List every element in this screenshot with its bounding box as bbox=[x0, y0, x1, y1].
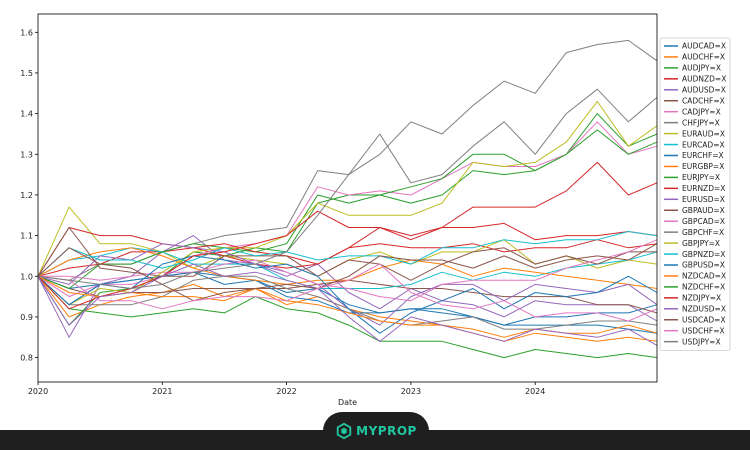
series-line-nzdchf bbox=[37, 275, 658, 359]
series-line-euraud bbox=[37, 206, 658, 277]
legend-label: AUDNZD=X bbox=[682, 75, 726, 84]
series-line-eurchf bbox=[37, 271, 658, 334]
y-tick-label: 0.9 bbox=[20, 313, 33, 322]
x-tick-label: 2024 bbox=[525, 387, 545, 396]
y-tick-label: 1.6 bbox=[20, 28, 33, 37]
series-line-usdjpy bbox=[37, 88, 658, 289]
series-line-audnzd bbox=[37, 239, 658, 277]
legend-label: CADCHF=X bbox=[682, 96, 725, 105]
series-line-usdchf bbox=[37, 263, 658, 322]
series-line-gbpjpy bbox=[37, 100, 658, 306]
legend-label: CHFJPY=X bbox=[682, 118, 720, 127]
x-tick-label: 2022 bbox=[276, 387, 296, 396]
legend-label: NZDCAD=X bbox=[682, 272, 726, 281]
series-line-gbpusd bbox=[37, 255, 658, 334]
legend-label: GBPAUD=X bbox=[682, 206, 725, 215]
x-axis-title: Date bbox=[338, 398, 357, 407]
legend-label: GBPNZD=X bbox=[682, 250, 725, 259]
myprop-logo-icon bbox=[336, 422, 352, 440]
legend-label: AUDCHF=X bbox=[682, 53, 725, 62]
brand-badge: MYPROP bbox=[323, 412, 429, 450]
legend-label: GBPUSD=X bbox=[682, 261, 725, 270]
series-line-eurjpy bbox=[37, 129, 658, 289]
legend-label: GBPJPY=X bbox=[682, 239, 720, 248]
series-line-nzdcad bbox=[37, 275, 658, 338]
y-tick-label: 0.8 bbox=[20, 354, 33, 363]
legend-label: EURAUD=X bbox=[682, 129, 725, 138]
series-line-eurnzd bbox=[37, 222, 658, 277]
legend-label: NZDUSD=X bbox=[682, 305, 726, 314]
legend: AUDCAD=X AUDCHF=X AUDJPY=X AUDNZD=X AUDUSD=X… bbox=[659, 37, 731, 352]
y-tick-label: 1.3 bbox=[20, 150, 33, 159]
legend-label: GBPCAD=X bbox=[682, 217, 725, 226]
legend-label: NZDCHF=X bbox=[682, 283, 725, 292]
y-tick-label: 1.0 bbox=[20, 272, 33, 281]
legend-label: EURCHF=X bbox=[682, 151, 724, 160]
x-axis: 2020 2021 2022 2023 2024 bbox=[28, 382, 545, 396]
series-layer bbox=[37, 39, 658, 359]
y-axis: 0.8 0.9 1.0 1.1 1.2 1.3 1.4 1.5 1.6 bbox=[20, 28, 38, 363]
legend-label: USDJPY=X bbox=[682, 337, 721, 346]
legend-label: CADJPY=X bbox=[682, 107, 721, 116]
legend-label: GBPCHF=X bbox=[682, 228, 724, 237]
plot-area-frame bbox=[37, 13, 658, 383]
series-line-gbpnzd bbox=[37, 231, 658, 277]
x-tick-label: 2021 bbox=[152, 387, 172, 396]
y-tick-label: 1.5 bbox=[20, 69, 33, 78]
series-line-audusd bbox=[37, 235, 658, 338]
legend-label: USDCHF=X bbox=[682, 326, 725, 335]
legend-label: AUDUSD=X bbox=[682, 86, 726, 95]
y-tick-label: 1.4 bbox=[20, 110, 33, 119]
legend-label: NZDJPY=X bbox=[682, 294, 721, 303]
legend-label: AUDCAD=X bbox=[682, 42, 726, 51]
series-line-usdcad bbox=[37, 243, 658, 302]
series-line-chfjpy bbox=[37, 39, 658, 281]
x-tick-label: 2023 bbox=[401, 387, 421, 396]
series-line-nzdjpy bbox=[37, 161, 658, 310]
legend-label: EURNZD=X bbox=[682, 184, 725, 193]
brand-name: MYPROP bbox=[356, 424, 417, 438]
x-tick-label: 2020 bbox=[28, 387, 48, 396]
legend-label: EURGBP=X bbox=[682, 162, 724, 171]
y-tick-label: 1.2 bbox=[20, 191, 33, 200]
legend-label: USDCAD=X bbox=[682, 315, 726, 324]
legend-box bbox=[659, 37, 731, 352]
series-line-gbpcad bbox=[38, 239, 658, 302]
legend-label: EURUSD=X bbox=[682, 195, 725, 204]
series-line-cadjpy bbox=[37, 121, 658, 298]
series-line-audjpy bbox=[37, 113, 658, 326]
y-tick-label: 1.1 bbox=[20, 232, 33, 241]
legend-label: EURJPY=X bbox=[682, 173, 720, 182]
legend-label: AUDJPY=X bbox=[682, 64, 721, 73]
fx-line-chart: 0.8 0.9 1.0 1.1 1.2 1.3 1.4 1.5 1.6 2020 2021 2022… bbox=[20, 13, 731, 407]
legend-label: EURCAD=X bbox=[682, 140, 725, 149]
